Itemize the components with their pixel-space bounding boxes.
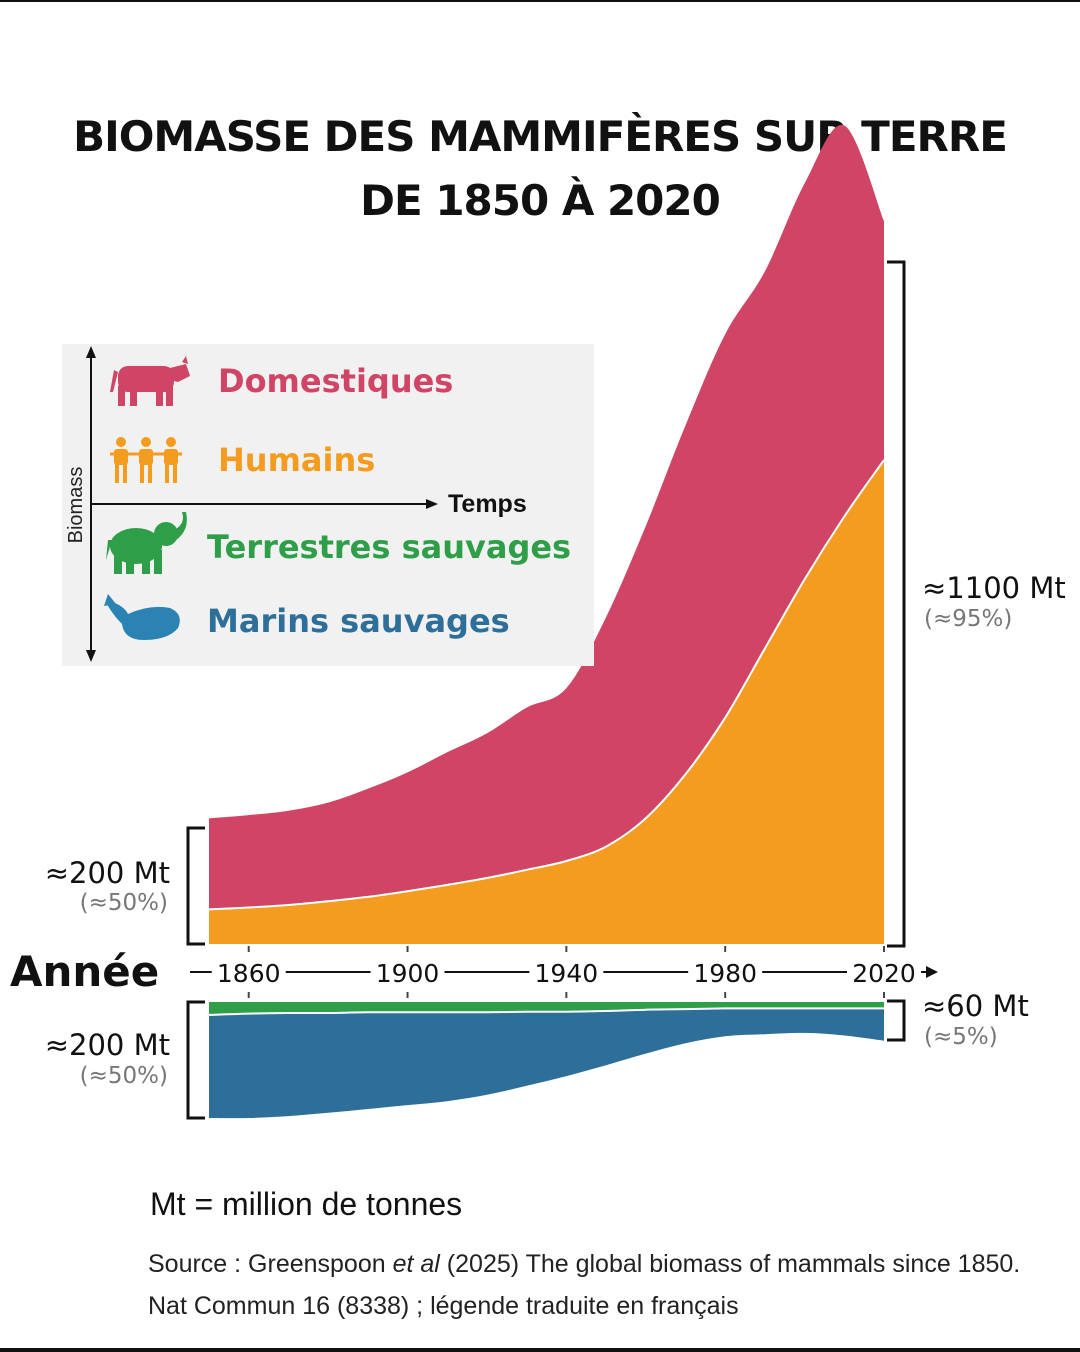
upper-area-domestiques (209, 124, 884, 910)
elephant-icon (106, 512, 187, 574)
source-prefix: Source : Greenspoon (148, 1250, 393, 1278)
source-note: Source : Greenspoon et al (2025) The glo… (148, 1243, 1048, 1327)
bracket-bottom-end (887, 999, 906, 1042)
x-axis-arrow (926, 966, 938, 978)
frame-top-border (0, 0, 1080, 2)
upper-series-boundary (208, 459, 885, 911)
legend-label-humains: Humains (218, 441, 375, 479)
lower-area-marins-sauvages (209, 1008, 884, 1119)
whale-icon (104, 594, 180, 640)
lower-panel (208, 1002, 884, 1119)
annotation-bottom-end-value: ≈60 Mt (922, 989, 1029, 1023)
annotation-bottom-start-value: ≈200 Mt (45, 1028, 170, 1062)
legend-label-marins: Marins sauvages (207, 602, 510, 640)
legend-box: Biomass Temps Domestiques (62, 344, 594, 666)
x-tick-label-1940: 1940 (535, 959, 599, 988)
x-tick-label-1900: 1900 (376, 959, 440, 988)
source-rest: (2025) The global biomass of mammals sin… (148, 1250, 1021, 1320)
x-axis-label: Année (10, 947, 159, 996)
legend-y-arrow-up (86, 346, 96, 358)
x-tick-label-1860: 1860 (217, 959, 281, 988)
bracket-bottom-start (186, 1000, 205, 1120)
x-tick-label-2020: 2020 (852, 959, 916, 988)
annotation-top-start-pct: (≈50%) (80, 890, 168, 916)
chart-title-line2: DE 1850 À 2020 (360, 176, 721, 225)
legend-y-arrow-down (86, 650, 96, 662)
legend-label-domestiques: Domestiques (218, 362, 453, 400)
annotation-top-end-pct: (≈95%) (924, 606, 1012, 632)
annotation-bottom-end-pct: (≈5%) (924, 1024, 998, 1050)
annotation-top-start-value: ≈200 Mt (45, 856, 170, 890)
annotation-bottom-start-pct: (≈50%) (80, 1063, 168, 1089)
upper-area-humains (209, 460, 884, 944)
bracket-top-start (186, 826, 205, 946)
annotation-top-end-value: ≈1100 Mt (922, 571, 1066, 605)
frame-bottom-border (0, 1348, 1080, 1352)
bracket-top-end (887, 260, 906, 948)
cow-icon (110, 356, 190, 406)
x-axis: 1860 1900 1940 1980 2020 (190, 946, 938, 998)
source-italic: et al (392, 1250, 440, 1278)
legend-y-label: Biomass (65, 467, 87, 544)
legend-x-arrow (426, 499, 438, 509)
legend-x-label: Temps (448, 490, 527, 518)
upper-panel (208, 124, 885, 944)
lower-series-boundary (208, 1007, 884, 1016)
x-tick-label-1980: 1980 (693, 959, 757, 988)
legend-label-terrestres: Terrestres sauvages (207, 528, 571, 566)
people-icon (110, 437, 182, 483)
unit-note: Mt = million de tonnes (150, 1186, 463, 1222)
